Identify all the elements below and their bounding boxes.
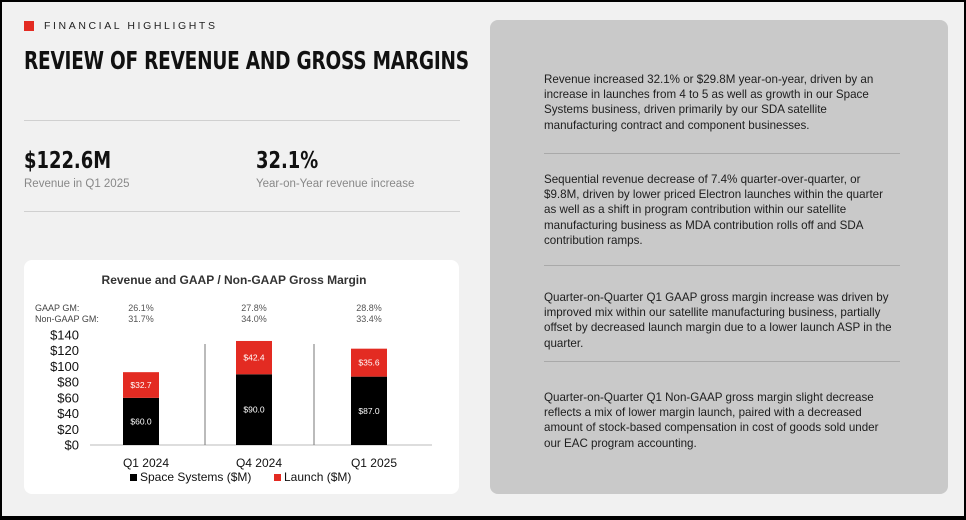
margin-value: 26.1% [128,303,154,313]
legend-swatch [274,474,281,481]
data-label: $35.6 [358,358,380,368]
x-tick-label: Q1 2024 [123,456,169,470]
divider [544,361,900,362]
metric-label: Revenue in Q1 2025 [24,178,130,190]
data-label: $87.0 [358,406,380,416]
y-tick-label: $140 [50,328,79,343]
data-label: $60.0 [130,416,152,426]
commentary-paragraph: Sequential revenue decrease of 7.4% quar… [544,173,883,247]
bar-space-systems [123,397,159,445]
y-tick-label: $80 [57,375,79,390]
bar-space-systems [236,374,272,445]
commentary-paragraph: Quarter-on-Quarter Q1 GAAP gross margin … [544,291,892,350]
data-label: $42.4 [243,353,265,363]
margin-value: 34.0% [241,314,267,324]
divider [544,153,900,154]
commentary-panel: Revenue increased 32.1% or $29.8M year-o… [490,20,948,494]
y-tick-label: $120 [50,343,79,358]
data-label: $90.0 [243,405,265,415]
bar-launch [123,372,159,398]
chart-card: Revenue and GAAP / Non-GAAP Gross Margin… [24,260,459,494]
y-tick-label: $20 [57,422,79,437]
margin-value: 31.7% [128,314,154,324]
margin-row-label: Non-GAAP GM: [35,314,99,324]
x-tick-label: Q4 2024 [236,456,282,470]
red-square-icon [24,21,34,31]
metric-label: Year-on-Year revenue increase [256,178,415,190]
divider [24,211,460,212]
metric-revenue: $122.6M Revenue in Q1 2025 [24,148,136,190]
commentary-paragraph: Quarter-on-Quarter Q1 Non-GAAP gross mar… [544,391,879,450]
legend-label: Launch ($M) [284,470,351,484]
bar-space-systems [351,376,387,445]
metric-value: 32.1% [256,148,319,174]
divider [544,265,900,266]
revenue-chart: Revenue and GAAP / Non-GAAP Gross Margin… [35,273,432,484]
bar-launch [351,348,387,377]
chart-title: Revenue and GAAP / Non-GAAP Gross Margin [102,273,367,287]
margin-value: 33.4% [356,314,382,324]
legend-label: Space Systems ($M) [140,470,251,484]
bar-launch [236,340,272,375]
margin-row-label: GAAP GM: [35,303,79,313]
x-tick-label: Q1 2025 [351,456,397,470]
commentary-paragraph: Revenue increased 32.1% or $29.8M year-o… [544,73,874,132]
margin-value: 28.8% [356,303,382,313]
divider [24,120,460,121]
y-tick-label: $0 [65,438,79,453]
section-label: FINANCIAL HIGHLIGHTS [44,20,218,32]
y-tick-label: $40 [57,406,79,421]
metric-value: $122.6M [24,148,112,174]
y-tick-label: $60 [57,390,79,405]
metric-yoy-growth: 32.1% Year-on-Year revenue increase [256,148,414,190]
section-header: FINANCIAL HIGHLIGHTS [24,20,218,32]
legend-swatch [130,474,137,481]
margin-value: 27.8% [241,303,267,313]
page-title: REVIEW OF REVENUE AND GROSS MARGINS [24,46,469,75]
data-label: $32.7 [130,380,152,390]
y-tick-label: $100 [50,359,79,374]
